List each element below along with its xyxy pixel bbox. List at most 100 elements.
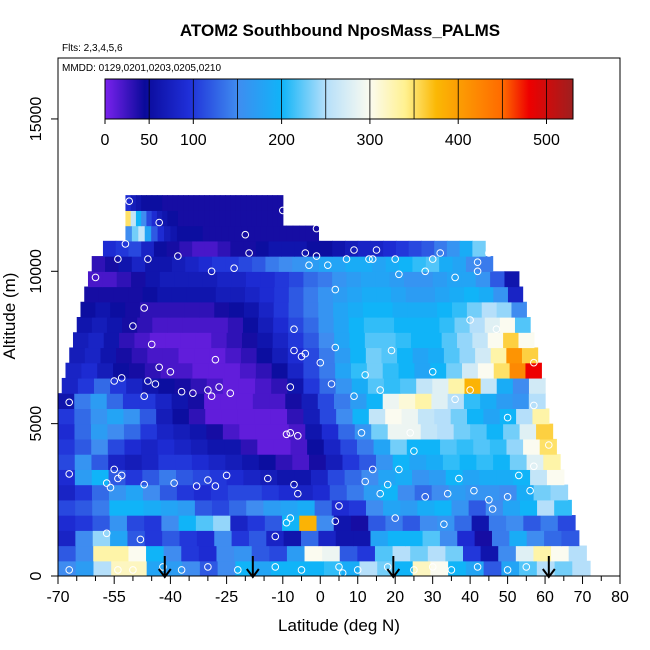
heatmap-cell	[468, 499, 487, 516]
heatmap-cell	[146, 210, 153, 227]
heatmap-cell	[382, 393, 400, 410]
sample-point	[488, 505, 497, 513]
heatmap-cell	[204, 240, 219, 257]
heatmap-cell	[111, 560, 130, 576]
sample-point	[159, 563, 167, 571]
dates-annotation: MMDD: 0129,0201,0203,0205,0210	[62, 63, 221, 74]
heatmap-cell	[480, 545, 499, 562]
heatmap-cell	[392, 301, 409, 318]
heatmap-cell	[319, 240, 333, 257]
heatmap-cell	[400, 499, 418, 516]
heatmap-cell	[142, 286, 158, 303]
heatmap-cell	[305, 423, 323, 440]
x-tick-label: -70	[46, 589, 69, 606]
sample-point	[271, 563, 280, 571]
x-tick-label: 30	[424, 589, 442, 606]
heatmap-cell	[459, 347, 476, 364]
heatmap-cell	[149, 332, 166, 349]
sample-point	[357, 429, 366, 437]
sample-point	[421, 493, 430, 501]
heatmap-cell	[211, 256, 226, 272]
heatmap-cell	[194, 499, 213, 516]
heatmap-cell	[227, 484, 246, 501]
heatmap-cell	[202, 271, 218, 288]
heatmap-cell	[392, 454, 411, 470]
heatmap-cell	[451, 499, 470, 516]
sample-point	[114, 566, 122, 574]
heatmap-cell	[491, 530, 510, 547]
heatmap-cell	[58, 423, 76, 440]
sample-point	[331, 285, 340, 294]
heatmap-cell	[145, 256, 160, 272]
heatmap-cell	[280, 499, 299, 516]
heatmap-cell	[367, 377, 385, 394]
heatmap-cell	[180, 332, 197, 349]
sample-point	[473, 563, 482, 571]
heatmap-cell	[151, 195, 158, 211]
heatmap-cell	[128, 362, 146, 379]
heatmap-cell	[453, 423, 471, 440]
heatmap-cell	[58, 454, 76, 470]
heatmap-cell	[420, 286, 436, 303]
sample-point	[230, 264, 238, 273]
heatmap-cell	[385, 408, 403, 425]
heatmap-cell	[426, 332, 443, 349]
heatmap-cell	[499, 317, 516, 333]
heatmap-cell	[229, 301, 245, 318]
heatmap-cell	[464, 286, 480, 303]
heatmap-cell	[216, 545, 235, 562]
heatmap-cell	[256, 347, 273, 364]
heatmap-cell	[407, 301, 423, 318]
sample-point	[447, 566, 456, 574]
x-tick-label: 10	[349, 589, 367, 606]
y-tick-label: 15000	[28, 97, 45, 142]
heatmap-cell	[204, 210, 210, 227]
sample-point	[117, 374, 126, 382]
heatmap-cell	[437, 423, 455, 440]
sample-point	[125, 197, 133, 205]
heatmap-cell	[266, 530, 285, 547]
heatmap-cell	[303, 317, 320, 333]
heatmap-cell	[74, 454, 93, 470]
heatmap-cell	[234, 225, 242, 242]
sample-point	[338, 569, 347, 576]
heatmap-cell	[377, 301, 394, 318]
heatmap-cell	[303, 332, 320, 349]
heatmap-cell	[350, 362, 368, 379]
heatmap-cell	[390, 438, 408, 455]
heatmap-cell	[174, 377, 192, 394]
heatmap-cell	[499, 484, 518, 501]
heatmap-cell	[525, 362, 542, 379]
sample-point	[117, 471, 126, 480]
heatmap-cell	[138, 225, 146, 242]
heatmap-cell	[352, 408, 370, 425]
heatmap-cell	[385, 515, 404, 531]
heatmap-cell	[301, 393, 319, 410]
heatmap-cell	[91, 484, 110, 501]
heatmap-cell	[215, 286, 231, 303]
heatmap-cell	[295, 484, 314, 501]
heatmap-cell	[395, 240, 410, 257]
heatmap-cell	[261, 484, 280, 501]
heatmap-cell	[445, 469, 464, 486]
heatmap-cell	[221, 408, 239, 425]
heatmap-cell	[479, 256, 494, 272]
heatmap-cell	[459, 240, 473, 257]
heatmap-cell	[533, 484, 552, 501]
sample-point	[440, 520, 448, 529]
heatmap-cell	[75, 499, 93, 516]
heatmap-cell	[299, 225, 307, 242]
heatmap-cell	[252, 393, 270, 410]
heatmap-cell	[131, 225, 139, 242]
heatmap-cell	[509, 362, 527, 379]
heatmap-cell	[431, 393, 449, 410]
heatmap-cell	[272, 347, 289, 364]
heatmap-cell	[482, 484, 501, 501]
sample-point	[121, 240, 130, 248]
heatmap-cell	[185, 256, 200, 272]
heatmap-cell	[511, 301, 527, 318]
colorbar-bar	[104, 78, 574, 120]
heatmap-cell	[256, 210, 263, 227]
heatmap-cell	[282, 515, 300, 531]
heatmap-cell	[238, 256, 253, 272]
